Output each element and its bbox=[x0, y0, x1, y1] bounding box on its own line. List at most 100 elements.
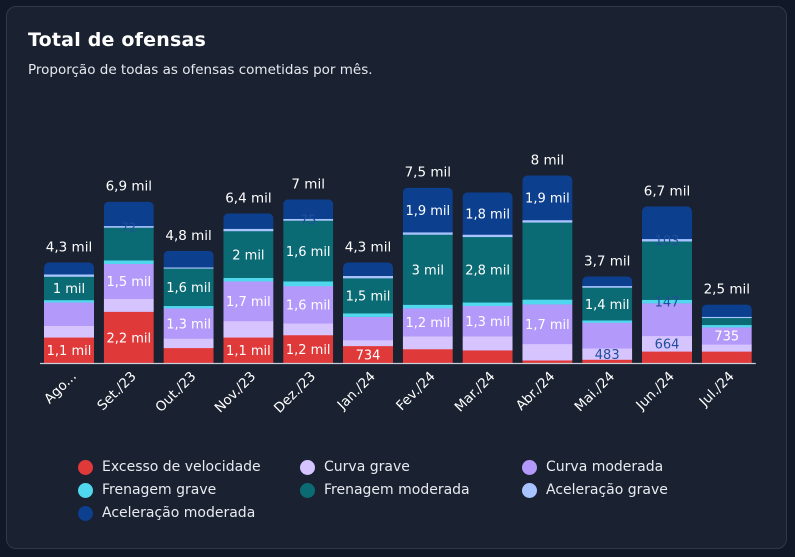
legend-item-frenagem-grave[interactable]: Frenagem grave bbox=[78, 482, 216, 498]
bar-segment-aceleracao-moderada[interactable] bbox=[223, 213, 274, 229]
bar-segment-excesso-de-velocidade[interactable] bbox=[343, 345, 393, 364]
bar-segment-aceleracao-moderada[interactable] bbox=[343, 262, 393, 277]
bar-segment-curva-moderada[interactable] bbox=[44, 302, 94, 326]
bar-segment-aceleracao-moderada[interactable] bbox=[44, 262, 94, 275]
bar-segment-frenagem-moderada[interactable] bbox=[163, 268, 214, 307]
legend-item-aceleracao-grave[interactable]: Aceleração grave bbox=[522, 482, 668, 498]
legend-item-curva-moderada[interactable]: Curva moderada bbox=[522, 459, 663, 475]
bar-segment-frenagem-moderada[interactable] bbox=[402, 234, 453, 305]
bar-segment-frenagem-grave[interactable] bbox=[402, 304, 453, 309]
bar-stack-jan-24[interactable] bbox=[343, 262, 393, 364]
bar-segment-frenagem-grave[interactable] bbox=[223, 277, 274, 282]
bar-segment-frenagem-moderada[interactable] bbox=[223, 230, 274, 278]
bar-segment-frenagem-grave[interactable] bbox=[343, 313, 393, 317]
bar-stack-ago-[interactable] bbox=[44, 262, 94, 364]
legend-item-aceleracao-moderada[interactable]: Aceleração moderada bbox=[78, 505, 255, 521]
bar-segment-frenagem-grave[interactable] bbox=[642, 299, 692, 304]
bar-segment-frenagem-moderada[interactable] bbox=[522, 222, 573, 300]
bar-segment-curva-moderada[interactable] bbox=[283, 285, 334, 324]
bar-segment-aceleracao-moderada[interactable] bbox=[283, 199, 334, 219]
bar-segment-excesso-de-velocidade[interactable] bbox=[163, 347, 214, 364]
bar-segment-frenagem-moderada[interactable] bbox=[582, 287, 633, 321]
bar-segment-curva-grave[interactable] bbox=[223, 320, 274, 338]
bar-segment-curva-moderada[interactable] bbox=[163, 308, 214, 339]
bar-segment-curva-grave[interactable] bbox=[582, 348, 633, 360]
bar-segment-aceleracao-grave[interactable] bbox=[582, 285, 633, 288]
bar-segment-aceleracao-moderada[interactable] bbox=[522, 175, 573, 221]
bar-segment-excesso-de-velocidade[interactable] bbox=[44, 337, 94, 364]
bar-segment-aceleracao-grave[interactable] bbox=[462, 234, 513, 238]
bar-segment-aceleracao-grave[interactable] bbox=[103, 225, 154, 228]
bar-segment-aceleracao-grave[interactable] bbox=[522, 219, 573, 223]
bar-segment-curva-grave[interactable] bbox=[642, 335, 692, 352]
bar-segment-curva-moderada[interactable] bbox=[103, 263, 154, 300]
bar-stack-jul-24[interactable] bbox=[701, 304, 752, 364]
bar-segment-excesso-de-velocidade[interactable] bbox=[402, 348, 453, 364]
bar-segment-frenagem-grave[interactable] bbox=[701, 324, 752, 328]
bar-stack-out-23[interactable] bbox=[163, 250, 214, 364]
bar-segment-curva-moderada[interactable] bbox=[343, 316, 393, 341]
bar-segment-frenagem-moderada[interactable] bbox=[642, 241, 692, 300]
bar-segment-excesso-de-velocidade[interactable] bbox=[522, 360, 573, 364]
bar-segment-aceleracao-grave[interactable] bbox=[163, 267, 214, 269]
bar-stack-mai-24[interactable] bbox=[582, 276, 633, 364]
bar-segment-aceleracao-grave[interactable] bbox=[44, 274, 94, 277]
bar-segment-frenagem-grave[interactable] bbox=[44, 299, 94, 303]
bar-segment-frenagem-grave[interactable] bbox=[283, 281, 334, 287]
bar-segment-aceleracao-moderada[interactable] bbox=[163, 250, 214, 268]
bar-segment-curva-moderada[interactable] bbox=[522, 304, 573, 345]
bar-segment-curva-grave[interactable] bbox=[402, 336, 453, 350]
bar-segment-aceleracao-moderada[interactable] bbox=[103, 201, 154, 227]
bar-segment-excesso-de-velocidade[interactable] bbox=[283, 334, 334, 364]
bar-segment-excesso-de-velocidade[interactable] bbox=[462, 350, 513, 364]
bar-segment-aceleracao-grave[interactable] bbox=[343, 275, 393, 279]
bar-segment-curva-grave[interactable] bbox=[283, 323, 334, 336]
bar-segment-excesso-de-velocidade[interactable] bbox=[103, 311, 154, 364]
bar-segment-curva-moderada[interactable] bbox=[402, 308, 453, 337]
bar-segment-curva-moderada[interactable] bbox=[582, 322, 633, 349]
bar-segment-curva-grave[interactable] bbox=[522, 343, 573, 361]
bar-segment-curva-grave[interactable] bbox=[462, 336, 513, 351]
bar-segment-frenagem-grave[interactable] bbox=[103, 260, 154, 264]
bar-segment-excesso-de-velocidade[interactable] bbox=[642, 351, 692, 364]
bar-segment-frenagem-moderada[interactable] bbox=[343, 278, 393, 314]
bar-segment-aceleracao-grave[interactable] bbox=[223, 228, 274, 232]
legend-item-frenagem-moderada[interactable]: Frenagem moderada bbox=[300, 482, 470, 498]
bar-stack-jun-24[interactable] bbox=[642, 206, 692, 364]
bar-segment-frenagem-moderada[interactable] bbox=[103, 227, 154, 261]
bar-segment-curva-grave[interactable] bbox=[103, 298, 154, 312]
bar-segment-frenagem-moderada[interactable] bbox=[44, 276, 94, 301]
bar-stack-mar-24[interactable] bbox=[462, 192, 513, 364]
bar-segment-aceleracao-moderada[interactable] bbox=[642, 206, 692, 240]
bar-segment-aceleracao-moderada[interactable] bbox=[582, 276, 633, 287]
legend-item-curva-grave[interactable]: Curva grave bbox=[300, 459, 410, 475]
bar-segment-curva-grave[interactable] bbox=[343, 339, 393, 347]
bar-segment-aceleracao-grave[interactable] bbox=[402, 232, 453, 235]
bar-segment-excesso-de-velocidade[interactable] bbox=[582, 359, 633, 364]
bar-segment-aceleracao-grave[interactable] bbox=[642, 238, 692, 242]
bar-stack-fev-24[interactable] bbox=[402, 187, 453, 364]
bar-segment-curva-moderada[interactable] bbox=[223, 281, 274, 322]
bar-segment-frenagem-moderada[interactable] bbox=[283, 220, 334, 282]
bar-segment-curva-grave[interactable] bbox=[163, 338, 214, 349]
bar-segment-frenagem-grave[interactable] bbox=[522, 299, 573, 305]
bar-segment-excesso-de-velocidade[interactable] bbox=[223, 337, 274, 364]
bar-stack-dez-23[interactable] bbox=[283, 199, 334, 364]
bar-segment-aceleracao-moderada[interactable] bbox=[402, 187, 453, 233]
bar-segment-frenagem-moderada[interactable] bbox=[462, 236, 513, 303]
bar-segment-aceleracao-moderada[interactable] bbox=[462, 192, 513, 235]
bar-segment-curva-grave[interactable] bbox=[44, 325, 94, 338]
bar-segment-curva-grave[interactable] bbox=[701, 344, 752, 352]
bar-stack-abr-24[interactable] bbox=[522, 175, 573, 364]
bar-segment-curva-moderada[interactable] bbox=[642, 303, 692, 337]
bar-stack-set-23[interactable] bbox=[103, 201, 154, 364]
bar-segment-aceleracao-grave[interactable] bbox=[701, 316, 752, 319]
bar-segment-aceleracao-grave[interactable] bbox=[283, 218, 334, 221]
bar-segment-excesso-de-velocidade[interactable] bbox=[701, 351, 752, 364]
bar-segment-frenagem-grave[interactable] bbox=[163, 305, 214, 309]
bar-segment-curva-moderada[interactable] bbox=[701, 327, 752, 345]
bar-stack-nov-23[interactable] bbox=[223, 213, 274, 364]
bar-segment-curva-moderada[interactable] bbox=[462, 305, 513, 337]
bar-segment-frenagem-moderada[interactable] bbox=[701, 317, 752, 326]
bar-segment-frenagem-grave[interactable] bbox=[582, 320, 633, 323]
